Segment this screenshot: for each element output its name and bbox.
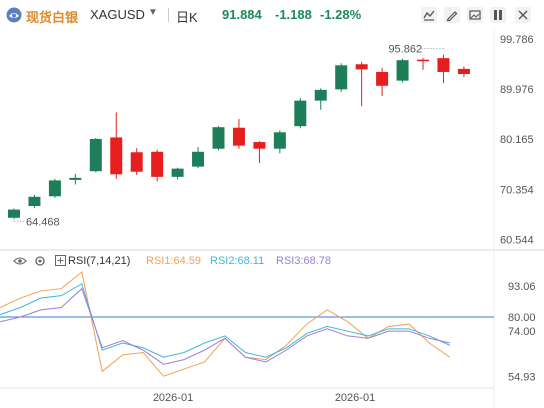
candle-body — [396, 60, 409, 81]
candle-body — [151, 151, 164, 177]
candle-body — [212, 127, 225, 149]
candle-body — [457, 68, 470, 74]
candle-body — [28, 196, 41, 206]
candle-body — [335, 65, 348, 90]
price-y-tick-label: 70.354 — [500, 184, 534, 196]
candle-body — [232, 127, 245, 146]
rsi-series-line-3 — [0, 287, 451, 365]
header-bar: 现货白银 XAGUSD ▼ 日K 91.884 -1.188 -1.28% — [0, 0, 544, 30]
candle-body — [376, 71, 389, 86]
x-tick-label: 2026-01 — [153, 392, 193, 404]
brand-logo-icon — [6, 7, 22, 23]
price-y-tick-label: 80.165 — [500, 134, 534, 146]
rsi-indicator-name: RSI(7,14,21) — [68, 255, 131, 267]
candle-body — [8, 209, 20, 218]
brand-name: 现货白银 — [26, 10, 79, 25]
rsi2-value: RSI2:68.11 — [210, 255, 265, 267]
rsi3-value: RSI3:68.78 — [276, 255, 332, 267]
close-icon[interactable] — [514, 6, 532, 24]
expand-icon[interactable] — [55, 255, 66, 266]
candle-body — [314, 89, 327, 101]
candle-body — [253, 142, 266, 149]
rsi-y-tick-label: 93.06 — [508, 281, 536, 293]
rsi-y-tick-label: 74.00 — [508, 326, 536, 338]
high-price-label: 95.862 — [388, 44, 422, 56]
rsi-legend: RSI(7,14,21) RSI1:64.59 RSI2:68.11 RSI3:… — [0, 252, 544, 270]
line-chart-tool-icon[interactable] — [420, 6, 438, 24]
price-change: -1.188 — [275, 7, 312, 22]
last-price: 91.884 — [222, 7, 262, 22]
candle-body — [48, 180, 61, 197]
rsi-y-tick-label: 80.00 — [508, 312, 536, 324]
price-change-percent: -1.28% — [320, 7, 362, 22]
candle-body — [130, 152, 143, 172]
x-tick-label: 2026-01 — [335, 392, 375, 404]
low-price-label: 64.468 — [26, 216, 60, 228]
candle-body — [110, 137, 123, 175]
symbol-selector[interactable]: XAGUSD — [90, 7, 145, 22]
candle-body — [171, 168, 184, 177]
chevron-down-icon[interactable]: ▼ — [148, 7, 158, 18]
layout-tool-icon[interactable] — [489, 6, 507, 24]
rsi-series-line-1 — [0, 271, 451, 377]
image-tool-icon[interactable] — [466, 6, 484, 24]
draw-tool-icon[interactable] — [443, 6, 461, 24]
candle-body — [69, 177, 82, 180]
gear-icon[interactable] — [34, 255, 46, 267]
candle-body — [355, 64, 368, 70]
price-y-tick-label: 60.544 — [500, 235, 534, 247]
rsi1-value: RSI1:64.59 — [146, 255, 202, 267]
divider — [168, 8, 169, 22]
period-selector[interactable]: 日K — [176, 10, 198, 25]
candle-body — [273, 132, 286, 149]
candle-body — [89, 138, 102, 172]
price-y-tick-label: 99.786 — [500, 34, 534, 46]
candle-body — [417, 59, 429, 62]
rsi-series-line-2 — [0, 283, 451, 358]
candle-body — [192, 151, 205, 167]
price-y-tick-label: 89.976 — [500, 84, 534, 96]
rsi-y-tick-label: 54.93 — [508, 371, 536, 383]
eye-icon[interactable] — [13, 255, 27, 267]
candle-body — [437, 58, 450, 72]
candle-body — [294, 100, 307, 127]
